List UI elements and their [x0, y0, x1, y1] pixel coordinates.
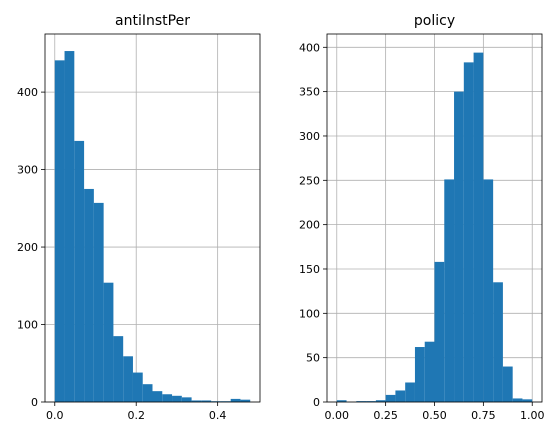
histogram-bar [463, 62, 474, 402]
histogram-bar [473, 52, 484, 403]
histogram-bar [395, 390, 406, 402]
histogram-bar [434, 261, 445, 402]
y-tick-label: 200 [299, 219, 320, 232]
y-tick-label: 0 [313, 396, 320, 409]
y-tick-label: 250 [299, 174, 320, 187]
histogram-bar [336, 400, 347, 402]
plot-frame [44, 33, 261, 403]
histogram-bar [366, 401, 376, 402]
histogram-bar [201, 400, 212, 402]
histogram-bar [74, 140, 85, 402]
histogram-bar [493, 282, 503, 402]
histogram-bar [414, 347, 425, 402]
histogram-bar [123, 356, 133, 402]
histogram-bar [191, 400, 202, 402]
y-tick-label: 100 [299, 307, 320, 320]
histogram-bar [230, 398, 241, 402]
y-tick-label: 150 [299, 263, 320, 276]
x-tick-label: 0.25 [373, 409, 398, 422]
chart-title: policy [414, 13, 455, 29]
y-tick-label: 300 [299, 130, 320, 143]
histogram-bar [502, 366, 513, 402]
y-tick-label: 400 [299, 41, 320, 54]
histogram-bar [152, 391, 163, 402]
y-tick-label: 0 [31, 396, 38, 409]
histogram-bar [172, 395, 182, 402]
histogram-bar [113, 336, 124, 402]
histogram-bar [512, 398, 523, 402]
histogram-bar [240, 399, 251, 402]
histogram-bar [385, 394, 396, 402]
histogram-bar [162, 394, 173, 402]
x-tick-label: 0.0 [46, 409, 64, 422]
y-tick-label: 350 [299, 86, 320, 99]
histogram-bar [142, 384, 153, 402]
histogram-bar [356, 401, 367, 402]
x-tick-label: 1.00 [520, 409, 545, 422]
histogram-bar [93, 202, 104, 402]
histogram-bar [132, 372, 143, 402]
histogram-bar [103, 282, 114, 402]
y-tick-label: 100 [17, 319, 38, 332]
histogram-bar [522, 399, 533, 402]
histogram-bar [54, 60, 65, 402]
x-tick-label: 0.2 [127, 409, 145, 422]
y-tick-label: 50 [306, 352, 320, 365]
y-tick-label: 200 [17, 241, 38, 254]
histogram-antiinstper: 0.0 0.2 0.4 0 100 200 300 400 antiInstPer [17, 13, 261, 422]
histogram-bar [444, 179, 455, 402]
histogram-bar [84, 188, 94, 402]
x-tick-label: 0.75 [471, 409, 496, 422]
histogram-bar [375, 400, 386, 402]
y-tick-label: 400 [17, 86, 38, 99]
histogram-bar [64, 51, 75, 402]
histogram-policy: 0.00 0.25 0.50 0.75 1.00 0 50 100 150 200 250 300 35… [299, 13, 544, 422]
histogram-bar [181, 397, 192, 402]
histogram-bar [405, 382, 415, 402]
x-tick-label: 0.4 [209, 409, 227, 422]
histogram-bar [424, 341, 435, 402]
histogram-bar [483, 179, 494, 402]
x-tick-label: 0.50 [422, 409, 447, 422]
histogram-bar [454, 91, 464, 403]
y-tick-label: 300 [17, 164, 38, 177]
chart-title: antiInstPer [115, 13, 190, 29]
x-tick-label: 0.00 [325, 409, 350, 422]
